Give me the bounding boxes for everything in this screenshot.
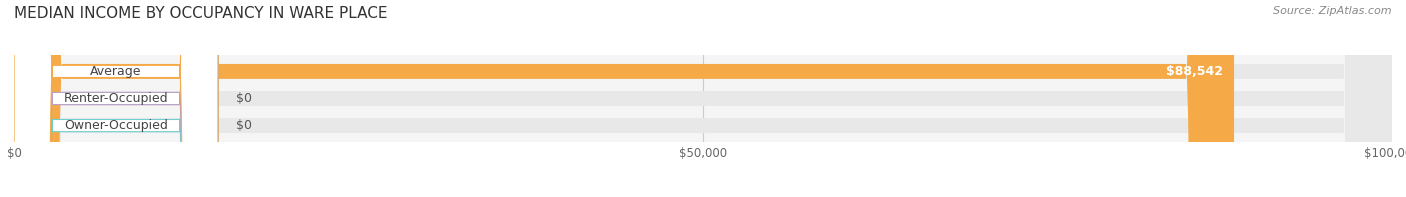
Text: Average: Average bbox=[90, 65, 142, 78]
FancyBboxPatch shape bbox=[14, 0, 218, 197]
Text: MEDIAN INCOME BY OCCUPANCY IN WARE PLACE: MEDIAN INCOME BY OCCUPANCY IN WARE PLACE bbox=[14, 6, 388, 21]
FancyBboxPatch shape bbox=[14, 0, 1392, 197]
FancyBboxPatch shape bbox=[14, 0, 1392, 197]
Text: Renter-Occupied: Renter-Occupied bbox=[63, 92, 169, 105]
Text: $88,542: $88,542 bbox=[1166, 65, 1223, 78]
FancyBboxPatch shape bbox=[14, 0, 218, 197]
Text: $0: $0 bbox=[236, 119, 252, 132]
FancyBboxPatch shape bbox=[14, 0, 1234, 197]
Text: $0: $0 bbox=[236, 92, 252, 105]
FancyBboxPatch shape bbox=[14, 0, 1392, 197]
Text: Source: ZipAtlas.com: Source: ZipAtlas.com bbox=[1274, 6, 1392, 16]
Text: Owner-Occupied: Owner-Occupied bbox=[65, 119, 167, 132]
FancyBboxPatch shape bbox=[14, 0, 218, 197]
